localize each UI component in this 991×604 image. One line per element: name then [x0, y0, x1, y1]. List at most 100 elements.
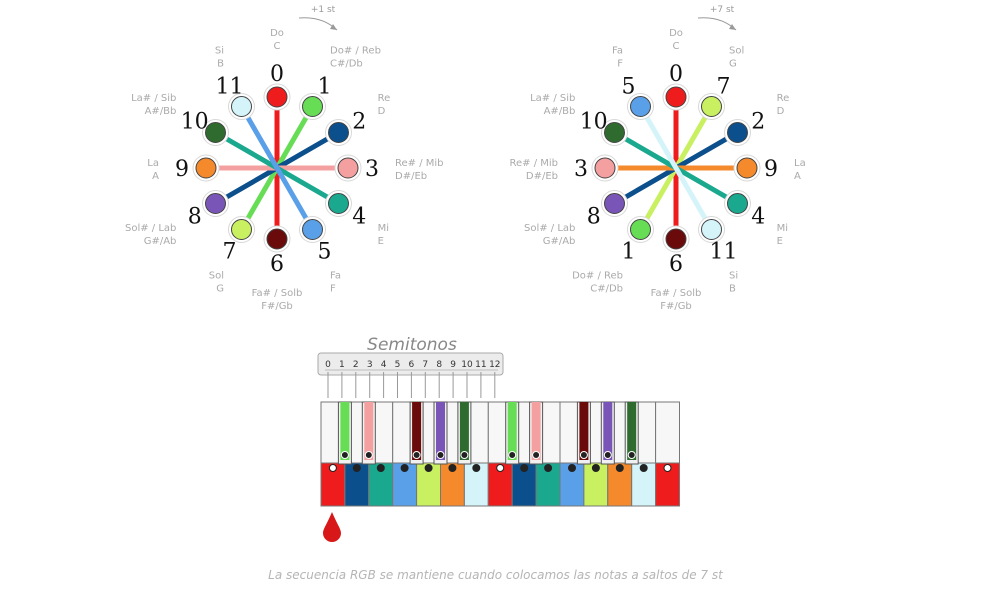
- ruler-tick-label: 8: [436, 360, 442, 370]
- note-name-en: G: [216, 284, 224, 295]
- note-name-es: Sol: [729, 45, 744, 56]
- position-number: 1: [318, 75, 332, 100]
- black-key-color: [531, 402, 541, 460]
- note-dot: [205, 193, 226, 214]
- note-name-en: C#/Db: [330, 58, 363, 69]
- note-name-en: B: [217, 58, 224, 69]
- position-number: 0: [669, 62, 683, 87]
- note-name-en: E: [777, 236, 783, 247]
- note-dot: [266, 228, 288, 250]
- note-name-es: Re# / Mib: [395, 158, 444, 169]
- key-marker: [627, 451, 636, 459]
- white-key-color: [655, 462, 680, 507]
- note-name-es: Fa# / Solb: [651, 288, 702, 299]
- note-name-es: La# / Sib: [530, 93, 575, 104]
- note-name-en: F#/Gb: [261, 301, 293, 312]
- position-number: 11: [216, 75, 244, 100]
- note-dot: [205, 122, 226, 143]
- note-name-en: F: [330, 284, 336, 295]
- position-number: 2: [751, 110, 765, 135]
- note-name-en: A: [794, 171, 801, 182]
- note-name-en: F#/Gb: [660, 301, 692, 312]
- note-dot: [302, 96, 323, 117]
- note-name-es: Sol: [209, 271, 224, 282]
- note-name-en: C#/Db: [590, 284, 623, 295]
- position-number: 10: [181, 110, 209, 135]
- ruler-tick-label: 2: [353, 360, 359, 370]
- note-dot: [231, 219, 252, 240]
- key-marker: [340, 451, 349, 459]
- note-dot: [266, 86, 288, 108]
- note-name-en: A: [152, 171, 159, 182]
- note-dot: [604, 122, 625, 143]
- ruler-title: Semitonos: [367, 335, 457, 355]
- ruler-tick-label: 4: [381, 360, 387, 370]
- note-dot: [302, 219, 323, 240]
- note-name-es: La# / Sib: [131, 93, 176, 104]
- key-marker: [424, 464, 433, 472]
- note-name-en: B: [729, 284, 736, 295]
- note-dot: [328, 193, 349, 214]
- position-number: 5: [622, 75, 636, 100]
- black-key-color: [412, 402, 422, 460]
- position-number: 1: [622, 239, 636, 264]
- note-name-es: Si: [215, 45, 224, 56]
- note-name-es: Mi: [378, 223, 389, 234]
- key-marker: [472, 464, 481, 472]
- black-key-color: [603, 402, 613, 460]
- key-marker: [663, 464, 672, 472]
- key-marker: [352, 464, 361, 472]
- position-number: 4: [751, 205, 765, 230]
- arrow-head-icon: [330, 24, 337, 30]
- note-dot: [701, 96, 722, 117]
- note-name-es: Re# / Mib: [509, 158, 558, 169]
- key-marker: [412, 451, 421, 459]
- black-key-color: [579, 402, 589, 460]
- note-name-en: A#/Bb: [544, 106, 576, 117]
- position-number: 8: [587, 205, 601, 230]
- note-circle-1: 0 Do C 1 Do# / Reb C#/Db 2 Re D 3 Re# / Mib D#/Eb 4 M…: [125, 5, 444, 312]
- key-marker: [579, 451, 588, 459]
- note-name-es: Mi: [777, 223, 788, 234]
- key-marker: [544, 464, 553, 472]
- note-name-es: Fa: [612, 45, 623, 56]
- black-key-color: [459, 402, 469, 460]
- position-number: 7: [223, 239, 237, 264]
- note-dot: [604, 193, 625, 214]
- key-marker: [376, 464, 385, 472]
- note-name-es: Fa# / Solb: [252, 288, 303, 299]
- black-key-color: [436, 402, 445, 460]
- note-dot: [736, 157, 758, 179]
- position-number: 6: [669, 252, 683, 277]
- black-key-color: [507, 402, 517, 460]
- arrow-head-icon: [729, 24, 736, 30]
- note-dot: [630, 96, 651, 117]
- ruler-tick-label: 10: [461, 360, 473, 370]
- note-name-en: D#/Eb: [526, 171, 558, 182]
- note-dot: [328, 122, 349, 143]
- position-number: 6: [270, 252, 284, 277]
- note-name-en: F: [617, 58, 623, 69]
- note-name-es: Do: [270, 28, 284, 39]
- key-marker: [400, 464, 409, 472]
- piano-keyboard: [320, 401, 680, 507]
- ruler-tick-label: 0: [325, 360, 331, 370]
- key-marker: [448, 464, 457, 472]
- note-name-en: C: [673, 41, 680, 52]
- ruler-tick-label: 1: [339, 360, 345, 370]
- note-dot: [727, 193, 748, 214]
- note-name-en: C: [274, 41, 281, 52]
- key-marker: [328, 464, 337, 472]
- note-dot: [727, 122, 748, 143]
- key-marker: [532, 451, 541, 459]
- key-marker: [591, 464, 600, 472]
- note-name-es: Do: [669, 28, 683, 39]
- position-number: 9: [175, 157, 189, 182]
- note-dot: [195, 157, 217, 179]
- note-dot: [701, 219, 722, 240]
- key-marker: [568, 464, 576, 472]
- ruler-tick-label: 7: [422, 360, 428, 370]
- note-dot: [665, 228, 687, 250]
- blood-drop-icon: [323, 512, 341, 542]
